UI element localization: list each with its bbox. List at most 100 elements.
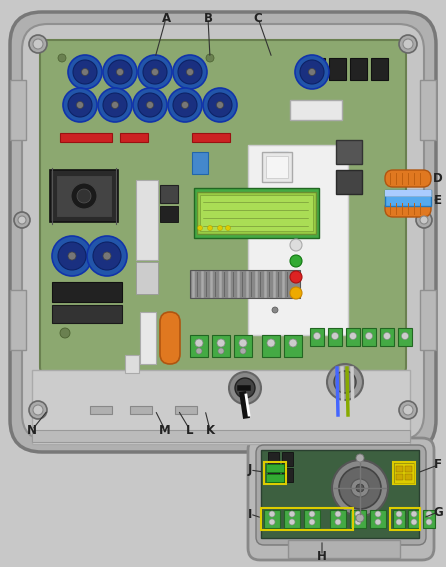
Bar bbox=[284, 510, 300, 528]
Text: C: C bbox=[254, 11, 262, 24]
Bar bbox=[329, 58, 346, 80]
FancyBboxPatch shape bbox=[160, 312, 180, 364]
Bar bbox=[396, 474, 403, 480]
Bar bbox=[130, 406, 152, 414]
Circle shape bbox=[186, 69, 194, 75]
Circle shape bbox=[289, 519, 295, 525]
Bar bbox=[160, 185, 178, 203]
Bar bbox=[175, 406, 197, 414]
Bar bbox=[266, 464, 284, 472]
Circle shape bbox=[396, 519, 402, 525]
Circle shape bbox=[314, 332, 321, 340]
Circle shape bbox=[146, 101, 153, 108]
Bar bbox=[192, 152, 208, 174]
Text: H: H bbox=[317, 549, 327, 562]
Circle shape bbox=[68, 55, 102, 89]
Circle shape bbox=[196, 348, 202, 354]
Bar bbox=[52, 305, 122, 323]
Bar bbox=[248, 145, 348, 335]
Circle shape bbox=[173, 93, 197, 117]
Circle shape bbox=[178, 60, 202, 84]
Circle shape bbox=[108, 60, 132, 84]
Circle shape bbox=[152, 69, 158, 75]
Bar bbox=[396, 466, 403, 472]
Text: D: D bbox=[433, 171, 443, 184]
Text: F: F bbox=[434, 459, 442, 472]
Bar bbox=[408, 510, 420, 528]
Circle shape bbox=[14, 212, 30, 228]
Bar bbox=[32, 370, 410, 444]
Bar bbox=[261, 508, 353, 530]
Circle shape bbox=[416, 212, 432, 228]
Circle shape bbox=[300, 60, 324, 84]
Circle shape bbox=[63, 88, 97, 122]
Circle shape bbox=[29, 35, 47, 53]
Text: B: B bbox=[203, 11, 212, 24]
Circle shape bbox=[198, 226, 202, 231]
Bar bbox=[282, 468, 293, 482]
Circle shape bbox=[98, 88, 132, 122]
Circle shape bbox=[87, 236, 127, 276]
Circle shape bbox=[182, 101, 189, 108]
Circle shape bbox=[218, 348, 224, 354]
Circle shape bbox=[77, 189, 91, 203]
Circle shape bbox=[426, 519, 432, 525]
Circle shape bbox=[168, 88, 202, 122]
Circle shape bbox=[396, 511, 402, 517]
Circle shape bbox=[375, 511, 381, 517]
Circle shape bbox=[331, 332, 339, 340]
Circle shape bbox=[399, 35, 417, 53]
Circle shape bbox=[68, 93, 92, 117]
Circle shape bbox=[173, 55, 207, 89]
Bar bbox=[190, 270, 300, 298]
Circle shape bbox=[411, 511, 417, 517]
Text: K: K bbox=[206, 424, 215, 437]
Circle shape bbox=[138, 93, 162, 117]
Circle shape bbox=[195, 339, 203, 347]
Bar bbox=[420, 290, 436, 350]
Bar bbox=[304, 510, 320, 528]
Text: J: J bbox=[248, 463, 252, 476]
Circle shape bbox=[269, 519, 275, 525]
Bar bbox=[136, 262, 158, 294]
Circle shape bbox=[356, 484, 364, 492]
Circle shape bbox=[401, 332, 409, 340]
Bar bbox=[328, 328, 342, 346]
Circle shape bbox=[235, 378, 255, 398]
Circle shape bbox=[267, 339, 275, 347]
Circle shape bbox=[68, 252, 76, 260]
Text: N: N bbox=[27, 424, 37, 437]
Circle shape bbox=[339, 467, 381, 509]
Bar bbox=[262, 335, 280, 357]
Circle shape bbox=[112, 101, 119, 108]
Bar bbox=[268, 452, 279, 466]
Bar bbox=[194, 188, 319, 238]
Circle shape bbox=[356, 514, 364, 522]
Circle shape bbox=[375, 519, 381, 525]
Circle shape bbox=[309, 519, 315, 525]
Bar bbox=[262, 152, 292, 182]
Bar bbox=[362, 328, 376, 346]
Circle shape bbox=[327, 364, 363, 400]
Bar bbox=[140, 312, 156, 364]
Bar bbox=[160, 206, 178, 222]
Circle shape bbox=[334, 371, 356, 393]
Bar bbox=[200, 195, 313, 231]
Bar bbox=[234, 335, 252, 357]
Bar bbox=[266, 156, 288, 178]
Circle shape bbox=[239, 339, 247, 347]
Circle shape bbox=[33, 39, 43, 49]
Bar bbox=[264, 462, 286, 484]
Circle shape bbox=[366, 332, 372, 340]
Bar bbox=[390, 508, 420, 530]
Text: L: L bbox=[186, 424, 194, 437]
Bar bbox=[10, 290, 26, 350]
Bar bbox=[32, 430, 410, 442]
Circle shape bbox=[82, 69, 88, 75]
Bar bbox=[261, 450, 419, 538]
Bar bbox=[284, 335, 302, 357]
Bar bbox=[125, 355, 139, 373]
Bar bbox=[90, 406, 112, 414]
Circle shape bbox=[309, 511, 315, 517]
Text: M: M bbox=[159, 424, 171, 437]
